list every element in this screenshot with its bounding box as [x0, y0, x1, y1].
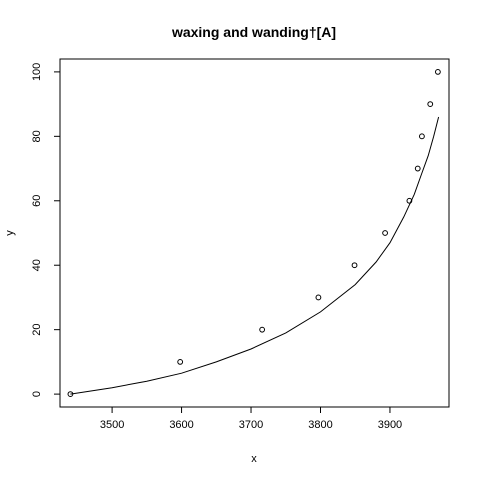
data-point	[427, 101, 434, 108]
plot-frame	[59, 58, 450, 408]
y-axis-label: y	[4, 230, 16, 236]
chart-title: waxing and wanding†[A]	[171, 24, 336, 40]
x-tick-label: 3700	[239, 419, 263, 431]
data-point	[351, 262, 358, 269]
y-tick-label: 100	[31, 63, 43, 81]
y-tick-label: 60	[31, 195, 43, 207]
x-tick-label: 3600	[169, 419, 193, 431]
data-point	[259, 326, 266, 333]
data-point	[67, 391, 74, 398]
series-line	[70, 116, 440, 395]
x-axis: 3500 3600 3700 3800 3900	[100, 406, 402, 431]
x-tick-label: 3800	[308, 419, 332, 431]
x-tick-label: 3900	[378, 419, 402, 431]
y-tick-label: 40	[31, 259, 43, 271]
x-axis-label: x	[251, 453, 257, 465]
data-point	[434, 68, 441, 75]
data-point	[414, 165, 421, 172]
y-tick-label: 0	[31, 391, 43, 397]
data-point	[419, 133, 425, 140]
data-point	[406, 197, 413, 204]
y-tick-label: 20	[31, 324, 43, 336]
data-point	[382, 230, 388, 236]
y-axis: 0 20 40 60 80 100	[31, 63, 61, 397]
y-tick-label: 80	[31, 130, 43, 142]
data-point	[177, 358, 184, 365]
data-point	[315, 294, 322, 301]
x-tick-label: 3500	[100, 419, 124, 431]
series-points	[67, 68, 441, 398]
